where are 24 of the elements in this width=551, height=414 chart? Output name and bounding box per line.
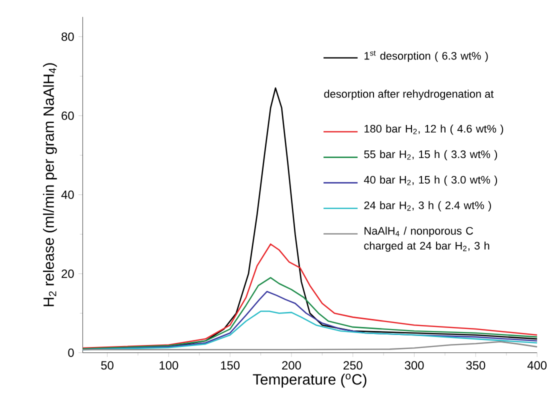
- y-tick-label: 60: [62, 112, 74, 120]
- y-tick-label: 80: [62, 32, 74, 42]
- x-tick-label: 350: [466, 361, 486, 370]
- line-series: [82, 244, 538, 349]
- annotation: desorption after rehydrogenation at: [324, 90, 494, 100]
- x-tick-label: 100: [160, 361, 178, 370]
- y-tick-label: 40: [61, 190, 74, 200]
- x-tick-label: 150: [221, 361, 240, 370]
- y-axis-title: H$_{2}$ release (ml/min per gram NaAlH$_{4}$): [43, 63, 57, 306]
- x-tick-label: 400: [527, 361, 547, 370]
- x-tick-label: 250: [344, 361, 362, 370]
- line-series: [82, 277, 538, 350]
- legend-label: 40 bar H$_{2}$, 15 h ( 3.0 wt% ): [364, 176, 498, 186]
- y-tick-label: 20: [62, 270, 74, 278]
- x-tick-label: 200: [282, 361, 301, 370]
- legend-label: 55 bar H$_{2}$, 15 h ( 3.3 wt% ): [364, 150, 498, 161]
- x-tick-label: 300: [404, 361, 424, 370]
- x-tick-label: 50: [101, 361, 114, 370]
- legend-label: 1$^{st}$ desorption ( 6.3 wt% ): [364, 50, 488, 62]
- legend-label: 24 bar H$_{2}$, 3 h ( 2.4 wt% ): [364, 201, 491, 212]
- y-tick-label: 0: [68, 348, 74, 358]
- legend-label: NaAlH$_{4}$ / nonporous C charged at 24 bar H$_{2}$, 3 h: [364, 226, 490, 252]
- x-axis-title: Temperature ($^{o}$C): [252, 374, 366, 388]
- legend-label: 180 bar H$_{2}$, 12 h ( 4.6 wt% ): [364, 124, 504, 136]
